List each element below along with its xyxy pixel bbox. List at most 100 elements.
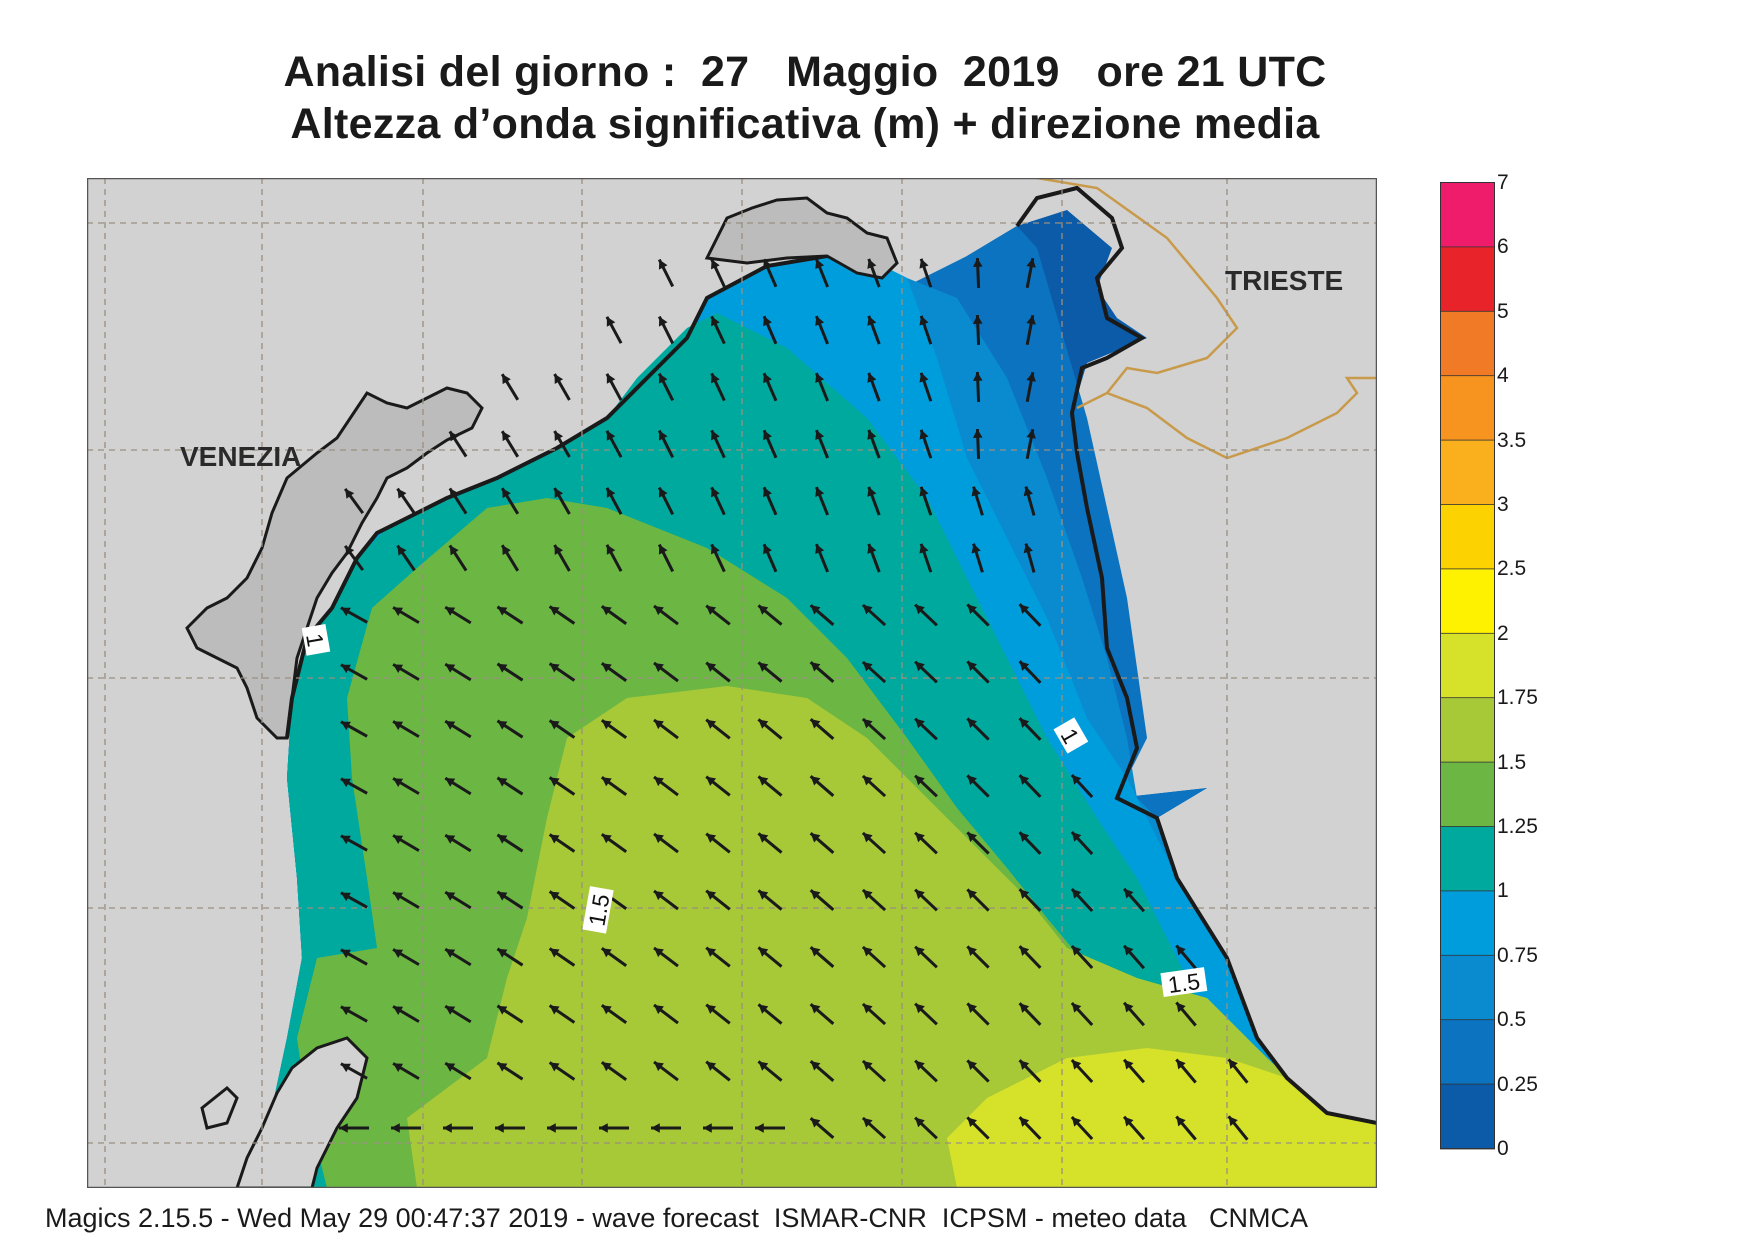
legend-tick-label: 1 [1497,879,1509,903]
wave-arrow-head [711,487,720,498]
contour-label-1-east: 1 [1053,717,1089,754]
wave-arrow-head [495,1123,504,1133]
wave-arrow-head [549,777,560,787]
wave-arrow-head [554,373,564,384]
wave-arrow-head [340,664,351,674]
wave-arrow-head [763,487,772,498]
wave-height-map: 1 1 1.5 1.5 VENEZIA TRIESTE [87,178,1377,1188]
legend-band-1.5-1.75 [1440,697,1495,764]
wave-arrow-head [706,719,717,729]
wave-arrow-head [967,775,977,786]
wave-arrow-head [763,316,772,327]
svg-text:1.5: 1.5 [1166,968,1201,998]
legend-tick-label: 2 [1497,621,1509,645]
wave-arrow-head [915,604,925,615]
wave-arrow-head [915,889,925,900]
wave-arrow-head [919,543,929,554]
map-title: Analisi del giorno : 27 Maggio 2019 ore … [283,48,1327,96]
wave-arrow-head [601,606,612,616]
wave-arrow-head [1176,1002,1186,1013]
wave-arrow-head [601,834,612,844]
wave-arrow-head [763,430,772,441]
wave-arrow-head [967,1117,977,1128]
wave-arrow-head [549,948,560,958]
wave-arrow-head [758,890,769,900]
wave-arrow-head [972,372,983,381]
state-border [1036,178,1377,460]
wave-arrow-head [915,832,925,843]
istria-coastline [1015,185,1377,1125]
wave-arrow-head [658,259,668,270]
wave-arrow-head [497,663,508,673]
wave-arrow-head [654,605,664,616]
wave-arrow-head [971,486,981,497]
wave-arrow-head [810,1004,821,1014]
wave-arrow-head [915,718,925,729]
po-delta-islet [200,1085,239,1130]
wave-arrow-head [862,718,873,729]
wave-arrow-head [606,373,616,384]
wave-arrow-head [810,1118,821,1128]
wave-arrow-head [497,834,508,844]
wave-arrow-head [1124,888,1134,899]
wave-arrow-head [972,258,983,267]
wave-arrow-head [1026,429,1036,439]
svg-text:1: 1 [301,631,329,648]
wave-arrow-head [1019,1003,1030,1013]
legend-tick-label: 0.25 [1497,1072,1538,1096]
wave-arrow-head [393,835,404,844]
wave-arrow-head [606,430,616,441]
wave-arrow-head [810,890,821,900]
wave-arrow-head [1228,1116,1238,1127]
wave-arrow-head [862,946,873,957]
wave-arrow-head [497,1062,508,1072]
wave-arrow-head [919,315,929,326]
wave-arrow-head [758,662,769,672]
svg-text:1.5: 1.5 [583,892,614,928]
wave-arrow-head [758,776,769,786]
wave-arrow-head [445,721,456,730]
wave-arrow-head [1124,1116,1134,1127]
wave-arrow-head [549,663,560,673]
wave-arrow-head [810,605,821,615]
wave-arrow-head [711,430,720,441]
wave-arrow-head [862,832,873,843]
legend-band-3-3.5 [1440,439,1495,506]
wave-arrow-head [919,258,929,269]
wave-arrow-head [497,720,508,730]
wave-arrow-head [345,545,355,556]
wave-arrow-head [445,778,456,787]
map-subtitle: Altezza d’onda significativa (m) + direz… [290,100,1320,148]
wave-arrow-head [1019,661,1030,671]
city-label-venezia: VENEZIA [180,441,301,472]
wave-arrow-head [919,372,929,383]
wave-arrow-head [654,1061,664,1072]
wave-arrow-head [443,1123,452,1133]
legend-band-5-6 [1440,246,1495,313]
wave-arrow-head [815,316,825,327]
contour-label-1.5-center: 1.5 [582,886,615,934]
legend-tick-label: 1.75 [1497,686,1538,710]
wave-arrow-head [654,662,664,673]
wave-arrow-head [654,1004,664,1015]
wave-arrow-head [445,949,456,958]
wave-arrow-head [549,834,560,844]
footer-credits: Magics 2.15.5 - Wed May 29 00:47:37 2019… [45,1203,1308,1233]
wave-arrow-head [967,832,977,843]
wave-arrow-head [393,778,404,787]
legend-band-2.5-3 [1440,504,1495,570]
wave-arrow-head [445,664,456,673]
wave-arrow-head [497,1005,508,1015]
wave-arrow-head [497,777,508,787]
wave-arrow-head [549,720,560,730]
legend-tick-label: 7 [1497,171,1509,194]
wave-arrow-head [340,1006,351,1016]
wave-arrow-head [867,315,877,326]
wave-arrow-head [391,1123,400,1133]
wave-arrow-head [967,604,977,615]
marano-lagoon [704,196,899,280]
wave-arrow-head [449,488,459,499]
wave-arrow-head [554,487,564,498]
wave-arrow-head [862,1117,873,1128]
wave-arrow-head [393,1063,404,1072]
